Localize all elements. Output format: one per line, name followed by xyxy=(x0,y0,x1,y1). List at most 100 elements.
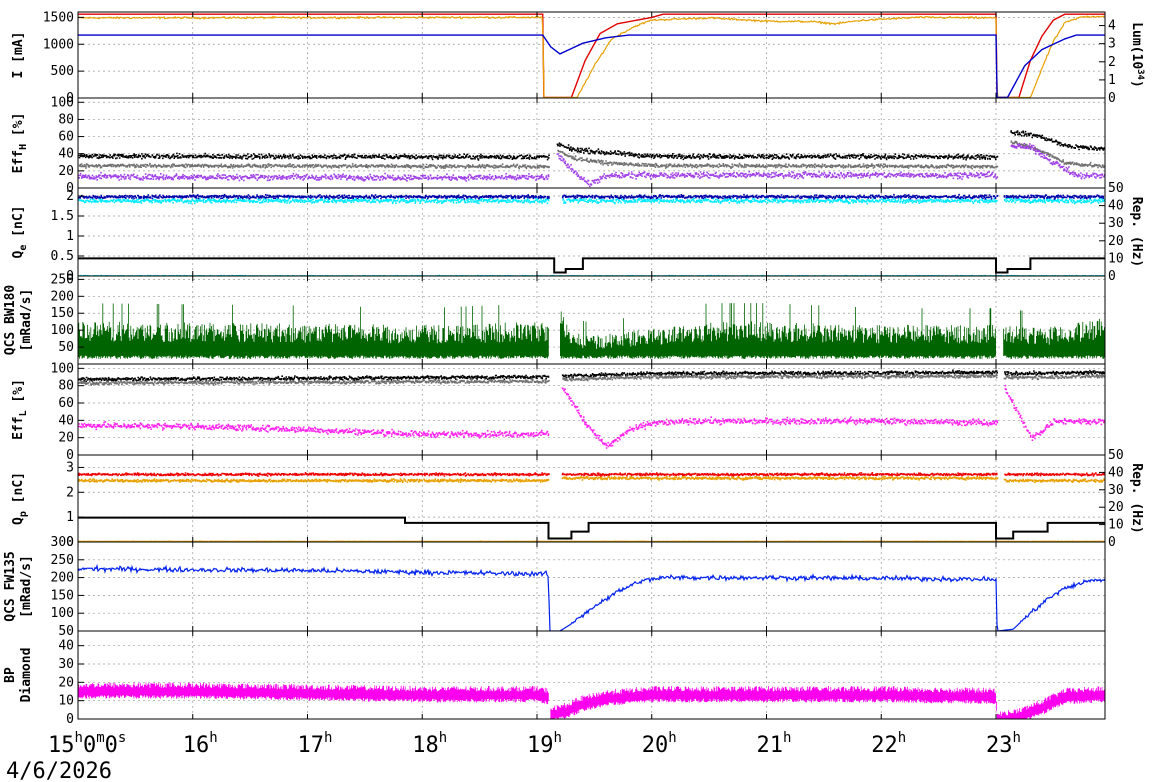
series-qcs_bw180-0 xyxy=(78,303,1105,359)
y-tick-label: 10 xyxy=(58,694,74,709)
series-eff_l-1 xyxy=(78,373,1105,386)
y-axis-title-charge_p: Qp [nC] xyxy=(11,472,29,525)
panel-series xyxy=(78,303,1105,359)
y-tick-label: 300 xyxy=(51,535,74,550)
panel-series xyxy=(78,130,1105,188)
panel-series xyxy=(78,472,1105,542)
y-tick-label: 100 xyxy=(51,95,74,110)
y-tick-label-right: 3 xyxy=(1108,37,1116,52)
series-current-1 xyxy=(78,15,1105,98)
series-qcs_fw135-0 xyxy=(78,563,1105,631)
y-tick-label: 0.5 xyxy=(51,249,74,264)
y-tick-label: 250 xyxy=(51,272,74,287)
y-tick-label: 100 xyxy=(51,323,74,338)
y-axis-title-qcs_bw180: QCS BW180 xyxy=(3,285,18,356)
y-tick-label: 30 xyxy=(58,657,74,672)
y-tick-label: 20 xyxy=(58,164,74,179)
series-current-0 xyxy=(78,13,1105,98)
y-axis-title-eff_h: EffH [%] xyxy=(11,113,29,174)
series-eff_h-0 xyxy=(78,130,1105,161)
series-bp_diamond-0 xyxy=(78,682,1105,719)
y-tick-label: 60 xyxy=(58,130,74,145)
y-tick-label: 0 xyxy=(66,181,74,196)
y-axis-title-charge_e: Qe [nC] xyxy=(11,206,29,259)
y-tick-label-right: 1 xyxy=(1108,73,1116,88)
y-tick-label: 0 xyxy=(66,535,74,550)
date-label: 4/6/2026 xyxy=(6,759,112,782)
y-axis-left: 0 20 40 60 80 100 xyxy=(51,361,84,463)
y-tick-label: 50 xyxy=(58,340,74,355)
series-charge_p-3 xyxy=(78,516,1105,540)
series-current-2 xyxy=(78,34,1105,98)
y-tick-label: 200 xyxy=(51,571,74,586)
y-axis-left: 0 0.5 1 1.5 2 xyxy=(51,189,84,284)
panel-frame xyxy=(77,11,1106,99)
y-axis-title-line2-bp_diamond: Diamond xyxy=(19,648,34,703)
panel-frame xyxy=(77,630,1106,720)
panel-qcs_fw135: 50 100 150 200 250 300 QCS FW135 [mRad/s] xyxy=(3,535,1106,639)
y-tick-label-right: 0 xyxy=(1108,269,1116,284)
y-tick-label: 40 xyxy=(58,147,74,162)
panel-grid xyxy=(77,12,1105,99)
y-axis-right: 0 10 20 30 40 50 xyxy=(1099,448,1124,550)
y-tick-label: 80 xyxy=(58,379,74,394)
y-axis-title-right-charge_p: Rep. (Hz) xyxy=(1129,463,1144,533)
y-axis-title-right-current: Lum(1034) xyxy=(1129,22,1145,88)
y-tick-label-right: 50 xyxy=(1108,448,1124,463)
x-tick-label: 17h xyxy=(297,730,332,758)
x-tick-label: 21h xyxy=(756,730,791,758)
y-tick-label: 0 xyxy=(66,712,74,727)
series-charge_e-0 xyxy=(78,197,1105,205)
y-tick-label-right: 0 xyxy=(1108,91,1116,106)
y-axis-left: 0 20 40 60 80 100 xyxy=(51,95,84,196)
y-axis-title-bp_diamond: BP xyxy=(3,667,18,683)
y-tick-label-right: 40 xyxy=(1108,199,1124,214)
y-tick-label-right: 50 xyxy=(1108,181,1124,196)
y-tick-label: 1 xyxy=(66,510,74,525)
series-eff_l-0 xyxy=(78,369,1105,383)
y-axis-left: 0 500 1000 1500 xyxy=(43,10,84,106)
y-tick-label: 0 xyxy=(66,269,74,284)
y-axis-title-eff_l: EffL [%] xyxy=(11,379,29,440)
series-eff_l-2 xyxy=(78,384,1105,449)
y-tick-label: 0 xyxy=(66,448,74,463)
series-charge_e-3 xyxy=(78,257,1105,274)
y-tick-label-right: 40 xyxy=(1108,465,1124,480)
y-tick-label: 1.5 xyxy=(51,209,74,224)
panel-grid xyxy=(77,541,1105,632)
y-tick-label-right: 4 xyxy=(1108,19,1116,34)
y-tick-label-right: 20 xyxy=(1108,500,1124,515)
y-tick-label: 150 xyxy=(51,306,74,321)
y-axis-left: 0 10 20 30 40 xyxy=(58,639,84,727)
y-tick-label: 100 xyxy=(51,606,74,621)
y-tick-label: 1000 xyxy=(43,37,74,52)
panel-series xyxy=(78,13,1105,98)
panel-bp_diamond: 0 10 20 30 40 BP Diamond xyxy=(3,630,1106,727)
x-tick-label: 20h xyxy=(642,730,677,758)
y-axis-right: 0 1 2 3 4 xyxy=(1099,19,1116,106)
y-tick-label-right: 30 xyxy=(1108,216,1124,231)
panel-series xyxy=(78,369,1105,449)
x-tick-label: 22h xyxy=(871,730,906,758)
y-axis-left: 50 100 150 200 250 300 xyxy=(51,535,84,639)
y-axis-title-qcs_fw135: QCS FW135 xyxy=(3,551,18,621)
y-tick-label: 2 xyxy=(66,485,74,500)
y-axis-title-line2-qcs_fw135: [mRad/s] xyxy=(19,555,34,618)
y-axis-right: 0 10 20 30 40 50 xyxy=(1099,181,1124,284)
y-tick-label: 150 xyxy=(51,588,74,603)
y-axis-title-line2-qcs_bw180: [mRad/s] xyxy=(19,289,34,352)
panel-series xyxy=(78,563,1105,631)
y-tick-label: 50 xyxy=(58,624,74,639)
panel-frame xyxy=(77,541,1106,632)
y-tick-label: 60 xyxy=(58,396,74,411)
panel-current: 0 500 1000 1500 0 1 2 3 4 I [mA] Lum(1034) xyxy=(11,10,1145,106)
y-axis-title-current: I [mA] xyxy=(11,32,26,79)
y-tick-label: 250 xyxy=(51,553,74,568)
series-eff_h-2 xyxy=(78,142,1105,188)
y-tick-label: 200 xyxy=(51,289,74,304)
panel-eff_l: 0 20 40 60 80 100 EffL [%] xyxy=(11,361,1106,463)
x-tick-label: 19h xyxy=(527,730,562,758)
